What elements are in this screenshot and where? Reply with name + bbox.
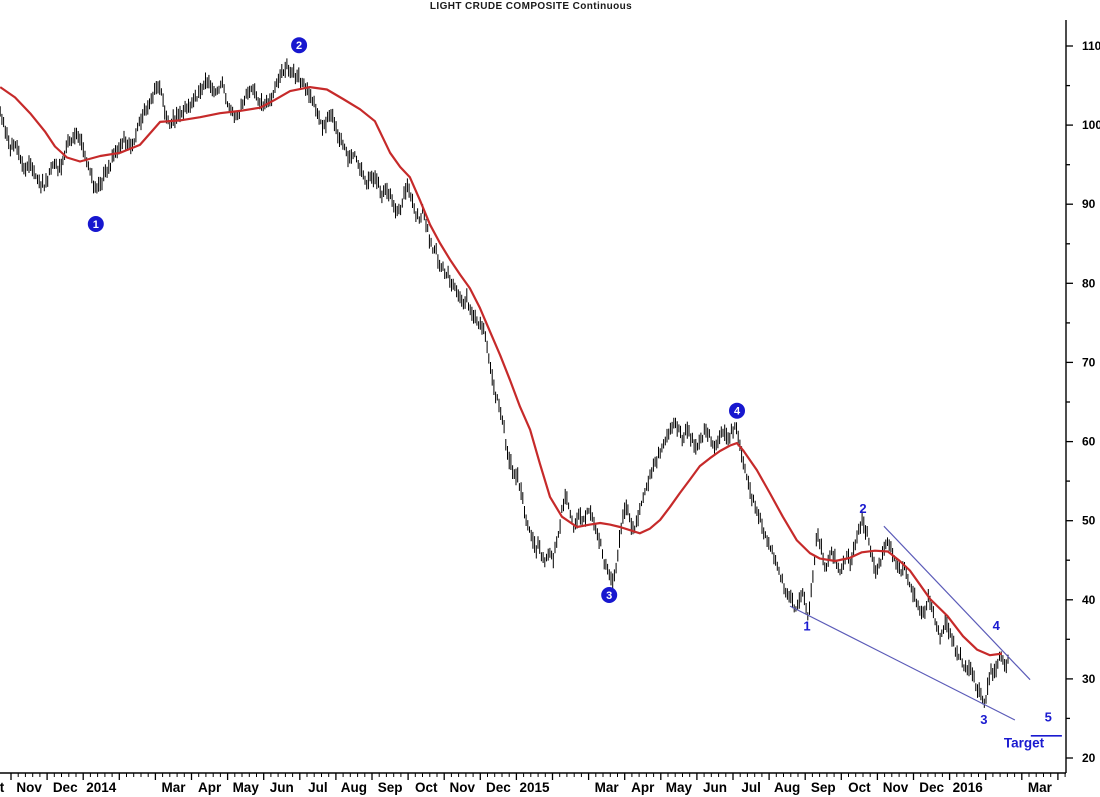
- trendline-2: [883, 525, 1031, 681]
- trendline-1: [789, 605, 1016, 721]
- svg-text:2016: 2016: [953, 780, 984, 795]
- svg-text:Aug: Aug: [341, 780, 367, 795]
- svg-text:Apr: Apr: [198, 780, 222, 795]
- svg-text:80: 80: [1082, 276, 1096, 290]
- svg-text:Sep: Sep: [378, 780, 403, 795]
- svg-text:3: 3: [606, 590, 612, 602]
- svg-text:110: 110: [1082, 39, 1100, 53]
- svg-text:2: 2: [296, 40, 302, 52]
- svg-text:Dec: Dec: [486, 780, 511, 795]
- svg-text:Nov: Nov: [883, 780, 909, 795]
- svg-text:30: 30: [1082, 672, 1096, 686]
- svg-text:May: May: [666, 780, 693, 795]
- wave-circle-label-1: 1: [87, 216, 104, 232]
- svg-text:Oct: Oct: [415, 780, 438, 795]
- subwave-label-1: 1: [803, 619, 810, 634]
- subwave-label-4: 4: [993, 618, 1001, 633]
- svg-text:Jun: Jun: [703, 780, 727, 795]
- svg-text:40: 40: [1082, 593, 1096, 607]
- subwave-label-5: 5: [1045, 710, 1052, 725]
- svg-text:2014: 2014: [86, 780, 117, 795]
- svg-text:Jul: Jul: [741, 780, 761, 795]
- subwave-label-2: 2: [859, 501, 866, 516]
- svg-text:2015: 2015: [519, 780, 550, 795]
- moving-average-line: [0, 86, 1003, 657]
- svg-text:Nov: Nov: [450, 780, 476, 795]
- target-label: Target: [1004, 736, 1045, 751]
- svg-text:Dec: Dec: [919, 780, 944, 795]
- svg-text:100: 100: [1082, 118, 1100, 132]
- wave-circle-label-3: 3: [601, 587, 618, 603]
- svg-text:Mar: Mar: [595, 780, 620, 795]
- svg-text:Mar: Mar: [161, 780, 186, 795]
- svg-text:Dec: Dec: [53, 780, 78, 795]
- svg-text:Apr: Apr: [631, 780, 655, 795]
- price-bars: [0, 58, 1009, 708]
- svg-text:Mar: Mar: [1028, 780, 1053, 795]
- svg-text:4: 4: [734, 406, 741, 418]
- svg-text:50: 50: [1082, 514, 1096, 528]
- svg-text:60: 60: [1082, 435, 1096, 449]
- svg-text:70: 70: [1082, 355, 1096, 369]
- svg-text:Aug: Aug: [774, 780, 800, 795]
- svg-text:May: May: [233, 780, 260, 795]
- svg-text:1: 1: [93, 219, 99, 231]
- svg-text:90: 90: [1082, 197, 1096, 211]
- chart-title: LIGHT CRUDE COMPOSITE Continuous: [429, 1, 633, 12]
- svg-text:Jun: Jun: [270, 780, 294, 795]
- axes: 20 30 40 50 60 70 80 90 100 110 t Nov Dec 2014 Mar Apr M…: [0, 20, 1100, 795]
- svg-text:Nov: Nov: [16, 780, 42, 795]
- svg-text:20: 20: [1082, 751, 1096, 765]
- svg-text:Oct: Oct: [848, 780, 871, 795]
- svg-text:Jul: Jul: [308, 780, 328, 795]
- wave-circle-label-4: 4: [729, 402, 745, 419]
- wave-circle-label-2: 2: [291, 37, 308, 54]
- svg-text:Sep: Sep: [811, 780, 836, 795]
- subwave-label-3: 3: [980, 712, 987, 727]
- svg-text:t: t: [0, 780, 5, 795]
